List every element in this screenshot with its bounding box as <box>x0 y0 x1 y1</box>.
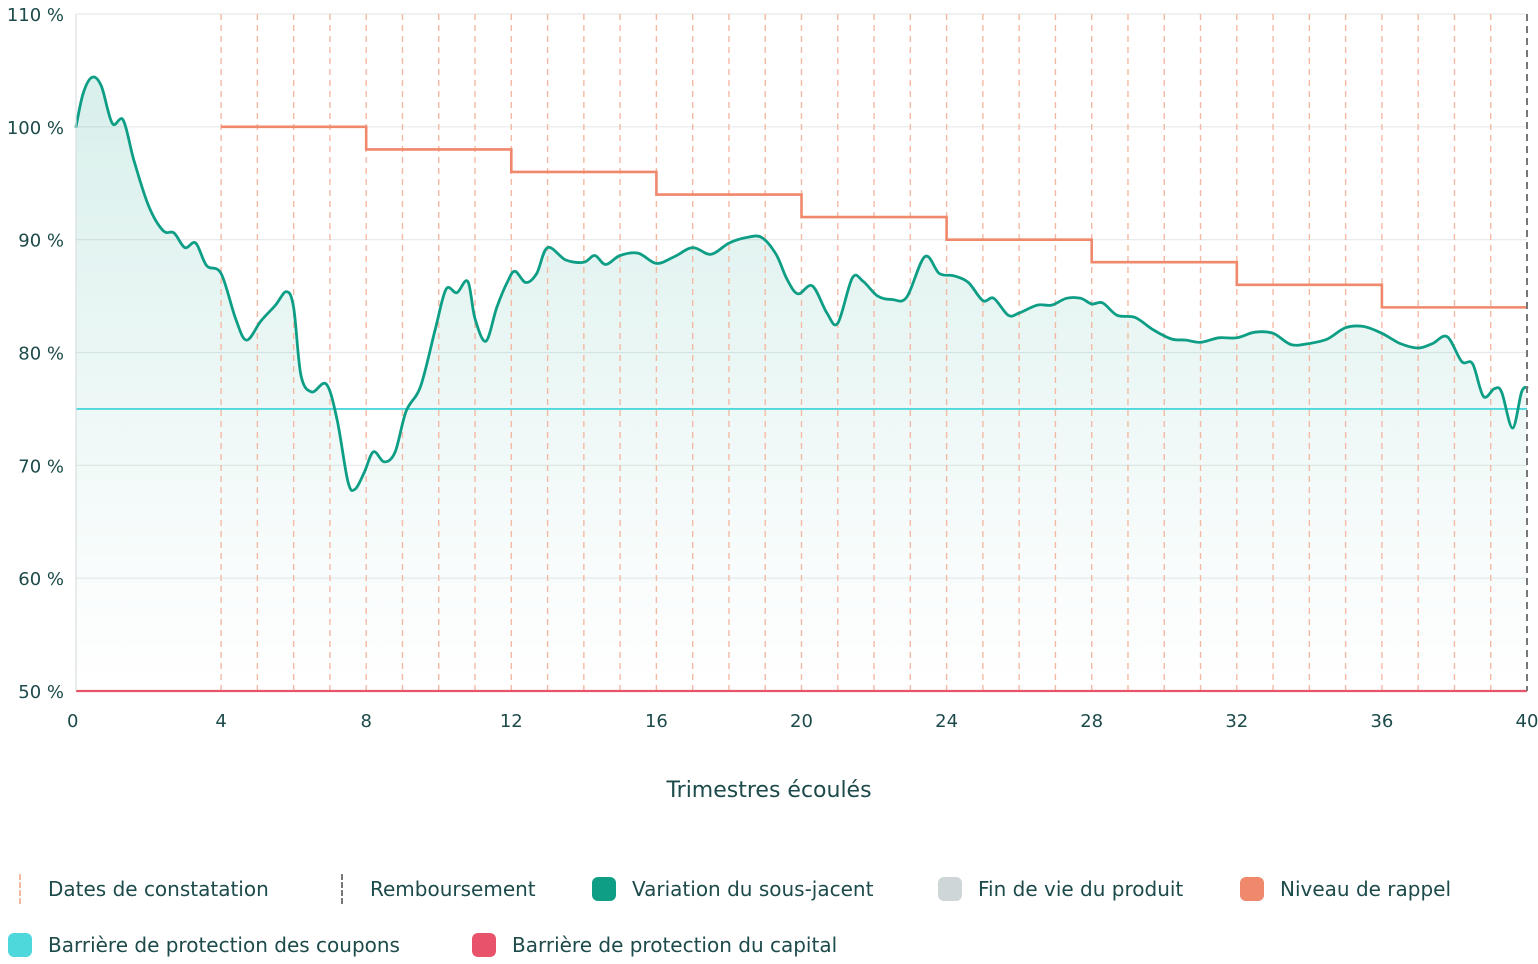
y-tick-label: 60 % <box>18 569 64 590</box>
underlying-series <box>74 75 1529 493</box>
recall-level-line <box>221 125 1527 309</box>
legend-item-observation: Dates de constatation <box>8 874 269 904</box>
legend-label-redemption: Remboursement <box>370 877 536 901</box>
y-tick-label: 70 % <box>18 456 64 477</box>
square-swatch-icon <box>592 877 616 901</box>
barriers <box>76 408 1527 693</box>
x-axis-title: Trimestres écoulés <box>665 778 871 803</box>
x-tick-label: 24 <box>935 711 958 732</box>
dashed-line-icon <box>8 874 32 904</box>
recall-level <box>221 125 1527 309</box>
square-swatch-icon <box>472 933 496 957</box>
legend-item-end-of-life: Fin de vie du produit <box>938 874 1183 904</box>
y-tick-label: 80 % <box>18 344 64 365</box>
legend-label-observation: Dates de constatation <box>48 877 269 901</box>
legend-label-coupon-barrier: Barrière de protection des coupons <box>48 933 400 957</box>
x-tick-label: 32 <box>1225 711 1248 732</box>
legend-label-end-of-life: Fin de vie du produit <box>978 877 1184 901</box>
square-swatch-icon <box>8 933 32 957</box>
axes <box>75 14 1528 691</box>
x-tick-label: 36 <box>1370 711 1393 732</box>
x-tick-label: 12 <box>500 711 523 732</box>
legend-item-underlying: Variation du sous-jacent <box>592 874 873 904</box>
legend-item-recall: Niveau de rappel <box>1240 874 1451 904</box>
x-tick-label: 40 <box>1516 711 1538 732</box>
dashed-line-icon <box>330 874 354 904</box>
x-tick-label: 16 <box>645 711 668 732</box>
x-tick-labels: 0 4 8 12 16 20 24 28 32 36 40 <box>67 711 1538 732</box>
observation-dates <box>220 14 1492 691</box>
area-fill <box>76 76 1527 691</box>
square-swatch-icon <box>1240 877 1264 901</box>
underlying-line <box>74 75 1529 493</box>
legend-item-redemption: Remboursement <box>330 874 536 904</box>
y-tick-label: 90 % <box>18 231 64 252</box>
y-tick-label: 50 % <box>18 682 64 703</box>
legend-item-capital-barrier: Barrière de protection du capital <box>472 930 837 960</box>
y-tick-label: 110 % <box>7 5 64 26</box>
legend-label-underlying: Variation du sous-jacent <box>632 877 874 901</box>
y-tick-labels: 50 % 60 % 70 % 80 % 90 % 100 % 110 % <box>7 5 64 703</box>
square-swatch-icon <box>938 877 962 901</box>
x-tick-label: 20 <box>790 711 813 732</box>
x-tick-label: 28 <box>1080 711 1103 732</box>
x-tick-label: 4 <box>215 711 226 732</box>
x-tick-label: 8 <box>360 711 371 732</box>
x-tick-label: 0 <box>67 711 78 732</box>
y-tick-label: 100 % <box>7 118 64 139</box>
legend-label-capital-barrier: Barrière de protection du capital <box>512 933 838 957</box>
legend-item-coupon-barrier: Barrière de protection des coupons <box>8 930 400 960</box>
underlying-area <box>76 76 1527 691</box>
legend-label-recall: Niveau de rappel <box>1280 877 1452 901</box>
